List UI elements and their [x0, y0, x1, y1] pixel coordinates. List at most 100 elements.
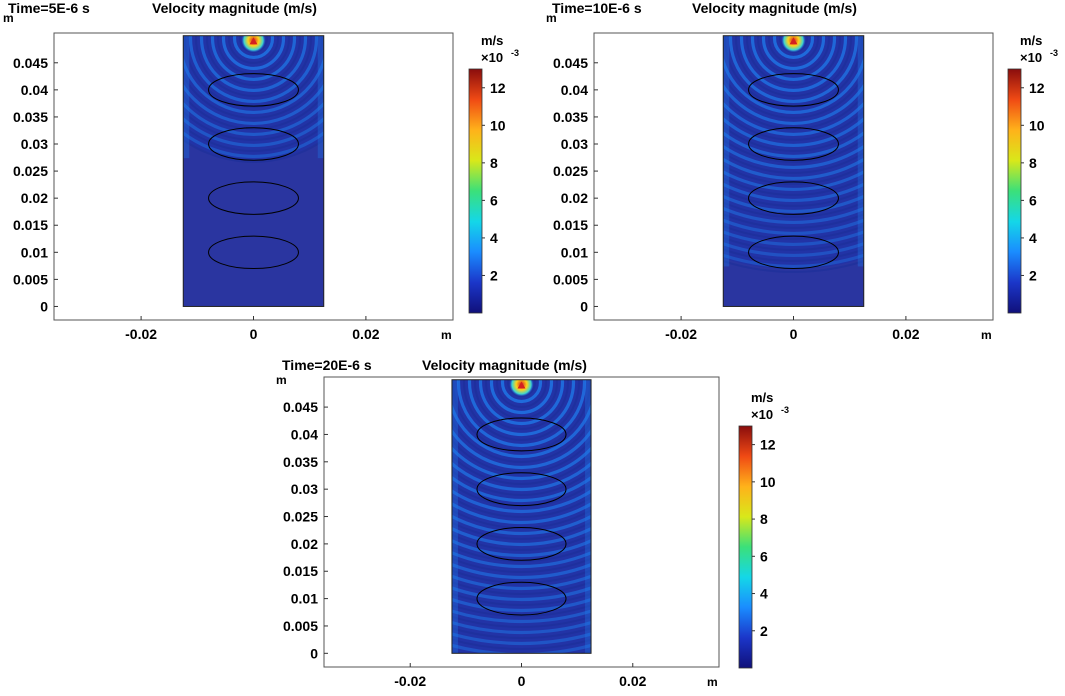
time-label: Time=20E-6 s [282, 357, 372, 373]
colorbar-exponent: -3 [1050, 48, 1058, 58]
wave-ring [451, 562, 592, 580]
colorbar-tick-label: 10 [760, 474, 776, 490]
velocity-field [451, 379, 592, 654]
wave-ring-trough [723, 124, 864, 152]
panel-2: 0 0.005 0.01 0.015 0.02 0.025 0.03 0.035 0.04 0.0… [546, 0, 1058, 342]
colorbar-unit: m/s [751, 390, 773, 405]
colorbar-tick-label: 2 [490, 267, 498, 283]
y-tick-label: 0.01 [291, 591, 318, 607]
wave-ring-trough [768, 35, 819, 64]
source-point [789, 37, 798, 45]
excited-region [723, 35, 864, 270]
x-axis-unit: m [981, 328, 992, 342]
y-tick-label: 0.035 [283, 454, 318, 470]
wave-ring-trough [195, 35, 312, 97]
wave-ring [451, 428, 592, 470]
wave-ring-trough [451, 496, 592, 518]
wave-ring [183, 116, 324, 147]
plot-title: Velocity magnitude (m/s) [692, 0, 857, 16]
colorbar-gradient-bar [1007, 68, 1022, 314]
x-tick-label: 0 [790, 326, 798, 342]
x-tick-label: 0.02 [352, 326, 379, 342]
wave-ring-trough [451, 581, 592, 595]
wave-ring [183, 83, 324, 125]
y-tick-label: 0.03 [21, 136, 48, 152]
wave-ring-trough [723, 151, 864, 174]
wave-ring [723, 241, 864, 257]
y-tick-label: 0.015 [13, 217, 48, 233]
wave-ring [739, 35, 848, 92]
y-tick-label: 0.03 [291, 481, 318, 497]
colorbar-tick-label: 6 [490, 192, 498, 208]
wave-ring [451, 461, 592, 492]
colorbar-tick-label: 10 [1029, 117, 1045, 133]
wave-ring-trough [463, 379, 580, 441]
inclusion-ellipse [748, 73, 839, 107]
wave-ring-trough [451, 592, 592, 606]
x-tick-label: -0.02 [394, 673, 426, 689]
x-tick-label: 0.02 [619, 673, 646, 689]
colorbar-tick-label: 4 [760, 586, 768, 602]
wave-ring [451, 446, 592, 481]
wave-ring [451, 539, 592, 558]
wave-ring [451, 574, 592, 591]
edge-reflection [317, 35, 324, 159]
edge-reflection [723, 35, 730, 267]
x-tick-label: -0.02 [665, 326, 697, 342]
wave-ring [500, 379, 543, 404]
y-tick-label: 0.02 [291, 536, 318, 552]
inclusion-ellipse [748, 235, 839, 270]
wave-ring-trough [723, 93, 864, 130]
panel-1: 0 0.005 0.01 0.015 0.02 0.025 0.03 0.035 0.04 0.0… [3, 0, 519, 342]
y-tick-label: 0.015 [553, 217, 588, 233]
wave-ring [723, 230, 864, 246]
colorbar-scale: ×10 [481, 50, 503, 65]
wave-ring [723, 131, 864, 158]
wave-ring-trough [183, 110, 324, 141]
wave-ring [723, 253, 864, 268]
x-tick-label: 0 [518, 673, 526, 689]
domain-outline [182, 35, 325, 307]
colorbar-unit: m/s [481, 33, 503, 48]
colorbar-tick-label: 10 [490, 117, 506, 133]
wave-ring-trough [206, 35, 301, 86]
wave-ring [723, 206, 864, 224]
wave-ring [451, 489, 592, 514]
wave-ring [761, 35, 826, 71]
y-tick-label: 0.04 [291, 426, 318, 442]
wave-ring [728, 35, 859, 103]
colorbar-tick-label: 6 [760, 548, 768, 564]
colorbar-scale: ×10 [751, 407, 773, 422]
colorbar-tick-label: 8 [760, 511, 768, 527]
y-tick-label: 0.035 [13, 109, 48, 125]
y-tick-label: 0.025 [553, 163, 588, 179]
y-tick-label: 0.005 [553, 271, 588, 287]
wave-ring-trough [183, 124, 324, 152]
colorbar-exponent: -3 [511, 48, 519, 58]
colorbar: m/s ×10 -3 2 4 6 8 10 12 [738, 390, 789, 669]
wave-ring-trough [451, 545, 592, 562]
wave-ring-trough [496, 379, 547, 408]
wave-ring [451, 514, 592, 536]
colorbar-tick-label: 2 [1029, 267, 1037, 283]
inclusion-ellipse [476, 472, 567, 507]
wave-ring [451, 526, 592, 547]
y-tick-label: 0.04 [21, 82, 48, 98]
wave-ring-trough [723, 259, 864, 273]
wave-ring [451, 475, 592, 503]
x-tick-label: 0.02 [892, 326, 919, 342]
inclusion-ellipse [476, 581, 567, 616]
wave-ring [723, 182, 864, 202]
y-tick-label: 0.005 [283, 618, 318, 634]
wave-ring-trough [735, 35, 852, 97]
wave-ring-trough [723, 189, 864, 207]
wave-ring-trough [723, 225, 864, 240]
time-label: Time=10E-6 s [552, 0, 642, 16]
wave-ring-trough [451, 469, 592, 496]
y-tick-label: 0 [310, 645, 318, 661]
y-tick-label: 0.045 [283, 399, 318, 415]
wave-ring-trough [451, 569, 592, 584]
plot-title: Velocity magnitude (m/s) [152, 0, 317, 16]
source-point [249, 37, 258, 45]
